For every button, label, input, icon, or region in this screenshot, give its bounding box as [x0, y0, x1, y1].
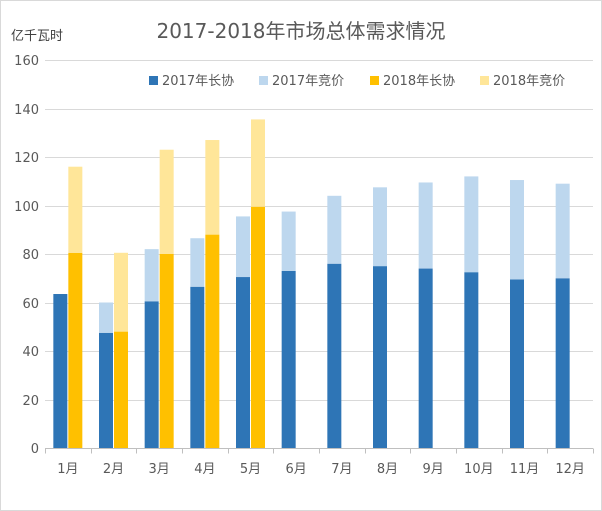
bar-stack1-part1-month4	[190, 286, 205, 448]
bar-stack2-part2-month2	[114, 252, 128, 332]
y-tick-label: 120	[14, 151, 39, 166]
bar-stack1-part1-month1	[53, 294, 68, 448]
bar-stack1-part2-month10	[464, 176, 479, 273]
chart-title: 2017-2018年市场总体需求情况	[156, 19, 445, 43]
bar-stack1-part1-month11	[510, 279, 524, 448]
legend-item: 2018年竞价	[480, 73, 565, 89]
bar-stack1-part2-month11	[510, 180, 524, 280]
bar-stack1-part2-month3	[144, 249, 159, 302]
bar-stack1-part1-month6	[281, 270, 296, 448]
x-tick-label: 6月	[286, 462, 307, 477]
bar-stack1-part2-month7	[327, 195, 342, 264]
bar-stack1-part1-month5	[236, 277, 250, 448]
legend-label: 2018年长协	[383, 74, 455, 89]
bar-stack1-part1-month10	[464, 272, 479, 448]
bar-stack1-part1-month7	[327, 263, 342, 448]
y-tick-label: 100	[14, 200, 39, 215]
legend-label: 2017年长协	[162, 74, 234, 89]
bar-stack1-part1-month8	[373, 266, 387, 448]
x-tick-label: 12月	[555, 462, 585, 477]
bar-stack2-part1-month4	[205, 234, 220, 448]
bar-stack1-part2-month9	[418, 182, 433, 269]
y-tick-label: 60	[22, 297, 39, 312]
bar-stack2-part1-month2	[114, 331, 128, 448]
bar-stack1-part1-month3	[144, 301, 159, 448]
bar-stack1-part2-month8	[373, 187, 387, 267]
bar-stack1-part1-month2	[99, 332, 113, 448]
legend-item: 2017年长协	[149, 74, 234, 89]
y-tick-label: 20	[22, 394, 39, 409]
legend-swatch	[370, 76, 379, 85]
bar-stack1-part1-month12	[555, 278, 570, 448]
x-tick-label: 10月	[464, 462, 494, 477]
bar-stack2-part2-month4	[205, 140, 220, 235]
gridlines	[45, 60, 593, 401]
x-tick-label: 8月	[377, 462, 398, 477]
bars	[53, 119, 570, 448]
legend-swatch	[480, 76, 489, 85]
legend-label: 2018年竞价	[493, 73, 565, 89]
bar-stack2-part1-month5	[251, 206, 265, 448]
y-axis-tick-labels: 0 20 40 60 80 100 120 140 160	[14, 54, 39, 457]
legend: 2017年长协 2017年竞价 2018年长协 2018年竞价	[149, 73, 565, 89]
legend-swatch	[259, 76, 268, 85]
y-tick-label: 0	[31, 442, 39, 457]
x-tick-label: 5月	[240, 462, 261, 477]
legend-item: 2018年长协	[370, 74, 455, 89]
legend-swatch	[149, 76, 158, 85]
x-tick-label: 11月	[510, 462, 540, 477]
x-tick-label: 2月	[103, 462, 124, 477]
x-axis: 1月 2月 3月 4月 5月 6月 7月 8月 9月 10月 11月 12月	[45, 448, 594, 477]
bar-stack1-part2-month12	[555, 183, 570, 279]
bar-stack1-part2-month2	[99, 302, 113, 333]
legend-label: 2017年竞价	[272, 73, 344, 89]
bar-stack2-part1-month3	[159, 254, 174, 448]
y-tick-label: 80	[22, 248, 39, 263]
bar-stack2-part2-month5	[251, 119, 265, 207]
y-axis-label: 亿千瓦时	[11, 29, 63, 44]
y-tick-label: 40	[22, 345, 39, 360]
x-tick-label: 9月	[423, 462, 444, 477]
legend-item: 2017年竞价	[259, 73, 344, 89]
y-tick-label: 160	[14, 54, 39, 69]
x-tick-label: 1月	[57, 462, 78, 477]
x-tick-label: 4月	[194, 462, 215, 477]
bar-stack2-part2-month1	[68, 166, 83, 253]
y-tick-label: 140	[14, 103, 39, 118]
x-tick-label: 7月	[331, 462, 352, 477]
bar-stack2-part1-month1	[68, 252, 83, 448]
bar-stack1-part1-month9	[418, 268, 433, 448]
bar-stack1-part2-month5	[236, 216, 250, 278]
bar-stack2-part2-month3	[159, 149, 174, 254]
bar-stack1-part2-month6	[281, 211, 296, 271]
x-tick-label: 3月	[149, 462, 170, 477]
bar-stack1-part2-month4	[190, 238, 205, 287]
